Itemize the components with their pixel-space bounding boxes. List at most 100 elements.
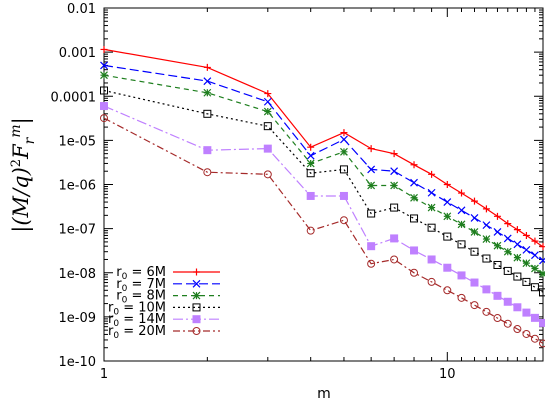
- data-point: [513, 272, 522, 281]
- data-point: [513, 240, 522, 249]
- legend-label: r0 = 8M: [116, 289, 166, 306]
- data-point: [503, 234, 512, 243]
- data-point: [203, 168, 212, 177]
- data-point: [539, 288, 545, 297]
- x-tick-label: 1: [100, 367, 108, 382]
- data-point: [339, 165, 348, 174]
- data-point: [367, 165, 376, 174]
- data-point: [263, 107, 272, 116]
- y-tick-label: 1e-05: [58, 134, 96, 149]
- data-point: [340, 147, 348, 156]
- series-10M: [100, 86, 545, 297]
- data-point: [367, 145, 375, 153]
- data-point: [427, 203, 436, 212]
- data-point: [522, 308, 531, 317]
- data-point: [513, 226, 521, 234]
- data-point: [522, 231, 530, 239]
- data-point: [203, 146, 212, 155]
- x-axis-label: m: [317, 386, 331, 402]
- data-point: [192, 291, 201, 300]
- data-point: [192, 315, 201, 324]
- data-point: [539, 243, 545, 251]
- data-point: [192, 327, 201, 335]
- data-point: [443, 286, 452, 295]
- data-point: [503, 247, 512, 256]
- data-point: [458, 189, 466, 197]
- series-line: [103, 64, 544, 261]
- data-point: [427, 277, 436, 286]
- data-point: [503, 266, 512, 275]
- data-point: [530, 334, 539, 343]
- y-tick-label: 1e-08: [58, 267, 96, 282]
- y-tick-label: 0.01: [67, 2, 96, 17]
- legend-entry: r0 = 20M: [108, 324, 220, 341]
- data-point: [539, 269, 545, 278]
- data-point: [192, 279, 201, 288]
- data-point: [504, 220, 512, 228]
- data-point: [339, 216, 348, 225]
- data-point: [539, 339, 545, 348]
- data-point: [410, 246, 419, 255]
- data-point: [522, 277, 531, 286]
- data-point: [339, 191, 348, 200]
- series-20M: [100, 114, 545, 348]
- data-point: [539, 256, 545, 265]
- data-point: [503, 297, 512, 306]
- data-point: [390, 234, 399, 243]
- data-point: [100, 86, 108, 95]
- data-point: [457, 293, 466, 302]
- y-tick-label: 1e-10: [58, 355, 96, 370]
- data-point: [203, 63, 211, 71]
- data-point: [410, 193, 418, 202]
- data-point: [263, 97, 272, 106]
- data-point: [470, 228, 479, 236]
- data-point: [443, 212, 452, 221]
- data-point: [367, 259, 376, 268]
- data-point: [192, 303, 201, 312]
- data-point: [428, 170, 436, 178]
- data-point: [443, 232, 452, 241]
- data-point: [530, 313, 539, 322]
- data-point: [306, 159, 315, 168]
- series-14M: [100, 102, 545, 327]
- series-line: [103, 89, 544, 293]
- data-point: [307, 143, 315, 151]
- data-point: [482, 235, 491, 243]
- legend-label: r0 = 20M: [108, 324, 166, 341]
- legend-label: r0 = 14M: [108, 312, 166, 329]
- data-point: [263, 170, 272, 179]
- data-point: [503, 319, 512, 328]
- data-point: [306, 191, 315, 200]
- data-point: [203, 88, 212, 97]
- data-point: [482, 254, 491, 263]
- legend-entry: r0 = 8M: [116, 289, 220, 306]
- data-point: [522, 245, 531, 254]
- legend-entry: r0 = 7M: [116, 277, 220, 294]
- data-point: [457, 240, 466, 249]
- data-point: [367, 181, 376, 190]
- data-point: [193, 268, 200, 276]
- data-point: [100, 114, 108, 123]
- y-tick-label: 1e-06: [58, 179, 96, 194]
- data-point: [493, 212, 501, 220]
- data-point: [457, 271, 466, 280]
- data-point: [470, 278, 479, 287]
- data-point: [427, 223, 436, 232]
- data-point: [482, 307, 491, 316]
- data-point: [493, 228, 502, 236]
- data-point: [470, 213, 479, 222]
- data-point: [443, 181, 451, 188]
- data-point: [531, 264, 539, 273]
- series-layer: [100, 45, 545, 348]
- data-point: [306, 169, 315, 178]
- data-point: [410, 178, 418, 187]
- y-tick-label: 1e-07: [58, 223, 96, 238]
- data-point: [531, 251, 539, 260]
- data-point: [263, 122, 272, 131]
- data-point: [531, 237, 539, 245]
- series-6M: [100, 45, 545, 251]
- data-point: [443, 263, 452, 272]
- data-point: [427, 188, 436, 197]
- data-point: [367, 242, 376, 251]
